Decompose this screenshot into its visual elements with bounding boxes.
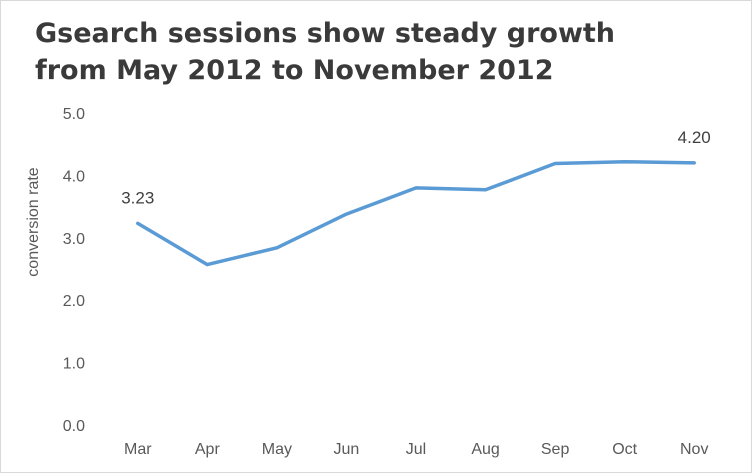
- data-point: [275, 246, 278, 249]
- data-point: [415, 186, 418, 189]
- x-tick-label: May: [262, 441, 292, 458]
- y-axis-ticks: 0.0 1.0 2.0 3.0 4.0 5.0: [63, 106, 85, 435]
- x-tick-label: Aug: [471, 441, 499, 458]
- x-tick-label: Sep: [541, 441, 570, 458]
- data-point: [206, 263, 209, 266]
- data-point: [136, 222, 139, 225]
- y-tick-label: 3.0: [63, 231, 85, 248]
- x-tick-label: Oct: [612, 441, 637, 458]
- y-tick-label: 5.0: [63, 106, 85, 123]
- x-tick-label: Jun: [334, 441, 360, 458]
- series-group: [136, 160, 695, 266]
- y-tick-label: 1.0: [63, 356, 85, 373]
- data-label: 4.20: [678, 128, 711, 147]
- x-axis-ticks: Mar Apr May Jun Jul Aug Sep Oct Nov: [124, 441, 708, 458]
- data-point: [693, 161, 696, 164]
- x-tick-label: Mar: [124, 441, 152, 458]
- data-point: [484, 188, 487, 191]
- data-labels: 3.23 4.20: [121, 128, 711, 208]
- data-point: [623, 160, 626, 163]
- x-tick-label: Apr: [195, 441, 221, 458]
- data-point: [554, 162, 557, 165]
- x-tick-label: Nov: [680, 441, 708, 458]
- data-label: 3.23: [121, 188, 154, 207]
- series-line: [138, 162, 694, 265]
- data-point: [345, 213, 348, 216]
- y-tick-label: 0.0: [63, 418, 85, 435]
- y-tick-label: 2.0: [63, 293, 85, 310]
- x-tick-label: Jul: [406, 441, 426, 458]
- y-tick-label: 4.0: [63, 168, 85, 185]
